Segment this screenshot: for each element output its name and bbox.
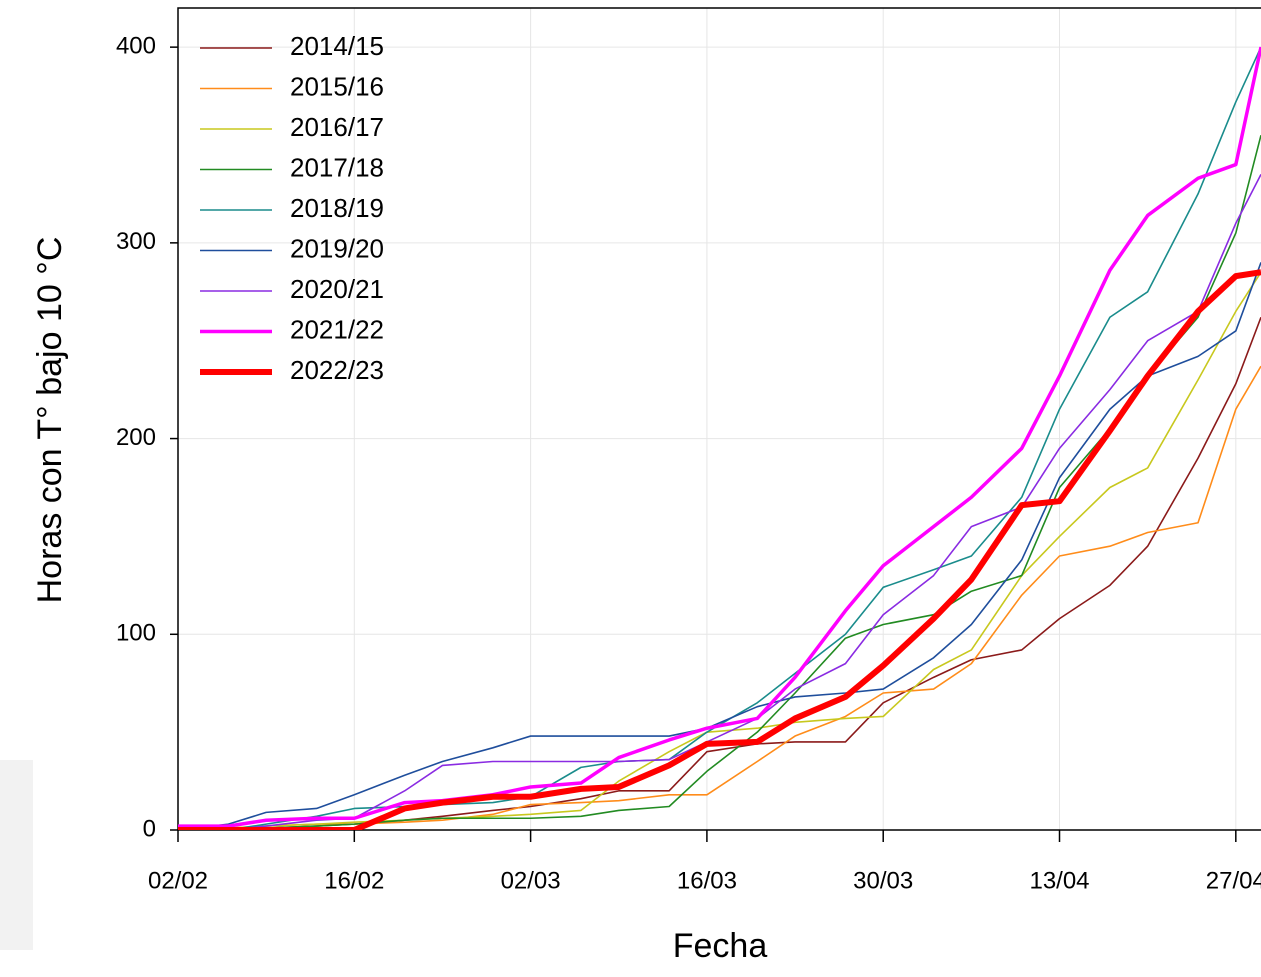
x-tick-label: 27/04: [1206, 867, 1261, 894]
plot-frame: [177, 7, 1261, 831]
y-axis-label: Horas con T° bajo 10 °C: [31, 237, 69, 604]
legend-label: 2022/23: [290, 355, 384, 385]
y-tick-label: 200: [116, 424, 156, 451]
legend-label: 2019/20: [290, 233, 384, 263]
x-axis-label: Fecha: [673, 927, 768, 965]
legend-label: 2018/19: [290, 193, 384, 223]
x-tick-label: 16/03: [677, 867, 737, 894]
x-tick-label: 02/03: [501, 867, 561, 894]
y-tick-label: 0: [143, 815, 156, 842]
series-line: [178, 365, 1261, 830]
series-line: [178, 46, 1261, 828]
side-panel: [0, 760, 33, 950]
series-line: [178, 173, 1261, 830]
x-tick-label: 02/02: [148, 867, 208, 894]
legend-label: 2017/18: [290, 152, 384, 182]
y-tick-label: 300: [116, 228, 156, 255]
legend-label: 2020/21: [290, 274, 384, 304]
x-tick-label: 30/03: [853, 867, 913, 894]
series-line: [178, 262, 1261, 830]
legend-label: 2016/17: [290, 112, 384, 142]
legend-label: 2021/22: [290, 314, 384, 344]
x-tick-label: 16/02: [324, 867, 384, 894]
y-tick-label: 400: [116, 32, 156, 59]
x-tick-label: 13/04: [1029, 867, 1089, 894]
legend-label: 2014/15: [290, 31, 384, 61]
series-line: [178, 269, 1261, 830]
legend-label: 2015/16: [290, 71, 384, 101]
series-line: [178, 316, 1261, 830]
y-tick-label: 100: [116, 620, 156, 647]
series-group: [178, 46, 1261, 830]
